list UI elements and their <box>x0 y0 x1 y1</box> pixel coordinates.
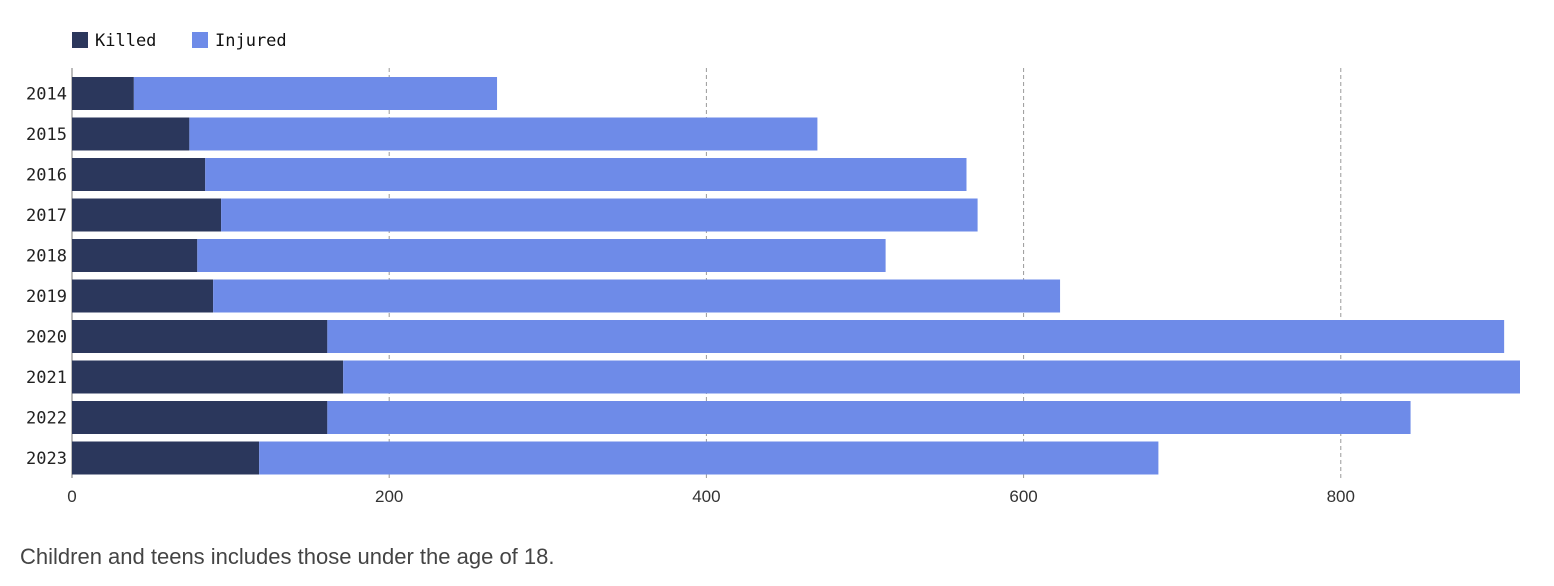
bar-killed-2019 <box>72 279 214 313</box>
x-tick-label-600: 600 <box>1009 487 1037 506</box>
y-tick-label-2017: 2017 <box>26 206 67 226</box>
bar-killed-2023 <box>72 441 260 475</box>
y-tick-label-2023: 2023 <box>26 449 67 469</box>
y-tick-label-2016: 2016 <box>26 166 67 186</box>
bar-injured-2022 <box>327 401 1411 434</box>
y-tick-label-2020: 2020 <box>26 328 67 348</box>
x-axis-ticks: 0 200 400 600 800 <box>67 487 1355 506</box>
legend-label-killed: Killed <box>95 31 156 51</box>
y-tick-label-2019: 2019 <box>26 287 67 307</box>
y-tick-label-2015: 2015 <box>26 125 67 145</box>
bar-killed-2021 <box>72 360 344 394</box>
footnote: Children and teens includes those under … <box>20 544 555 569</box>
bar-killed-2018 <box>72 239 198 272</box>
bar-injured-2019 <box>213 279 1061 313</box>
bar-killed-2016 <box>72 158 206 191</box>
bar-injured-2023 <box>259 441 1159 475</box>
x-tick-label-400: 400 <box>692 487 720 506</box>
x-tick-label-200: 200 <box>375 487 403 506</box>
y-tick-label-2022: 2022 <box>26 409 67 429</box>
bar-injured-2018 <box>197 239 886 272</box>
bar-injured-2017 <box>221 198 978 232</box>
y-tick-label-2018: 2018 <box>26 247 67 267</box>
bar-killed-2017 <box>72 198 222 232</box>
x-tick-label-0: 0 <box>67 487 76 506</box>
bar-killed-2020 <box>72 320 328 353</box>
legend-swatch-killed <box>72 32 88 48</box>
y-tick-label-2021: 2021 <box>26 368 67 388</box>
bar-injured-2014 <box>133 77 498 110</box>
bar-injured-2016 <box>205 158 967 191</box>
bar-injured-2015 <box>189 117 818 151</box>
bars <box>72 77 1520 475</box>
bar-killed-2015 <box>72 117 190 151</box>
x-tick-label-800: 800 <box>1327 487 1355 506</box>
bar-injured-2021 <box>343 360 1520 394</box>
legend-swatch-injured <box>192 32 208 48</box>
stacked-bar-chart: Killed Injured 20142015201620172018201920… <box>26 31 1520 506</box>
legend-label-injured: Injured <box>215 31 287 51</box>
y-axis-ticks: 2014 2015 2016 2017 2018 2019 2020 2021 2022 2023 <box>26 85 67 470</box>
bar-killed-2014 <box>72 77 134 110</box>
bar-killed-2022 <box>72 401 328 434</box>
y-tick-label-2014: 2014 <box>26 85 67 105</box>
bar-injured-2020 <box>327 320 1505 353</box>
legend: Killed Injured <box>72 31 287 51</box>
